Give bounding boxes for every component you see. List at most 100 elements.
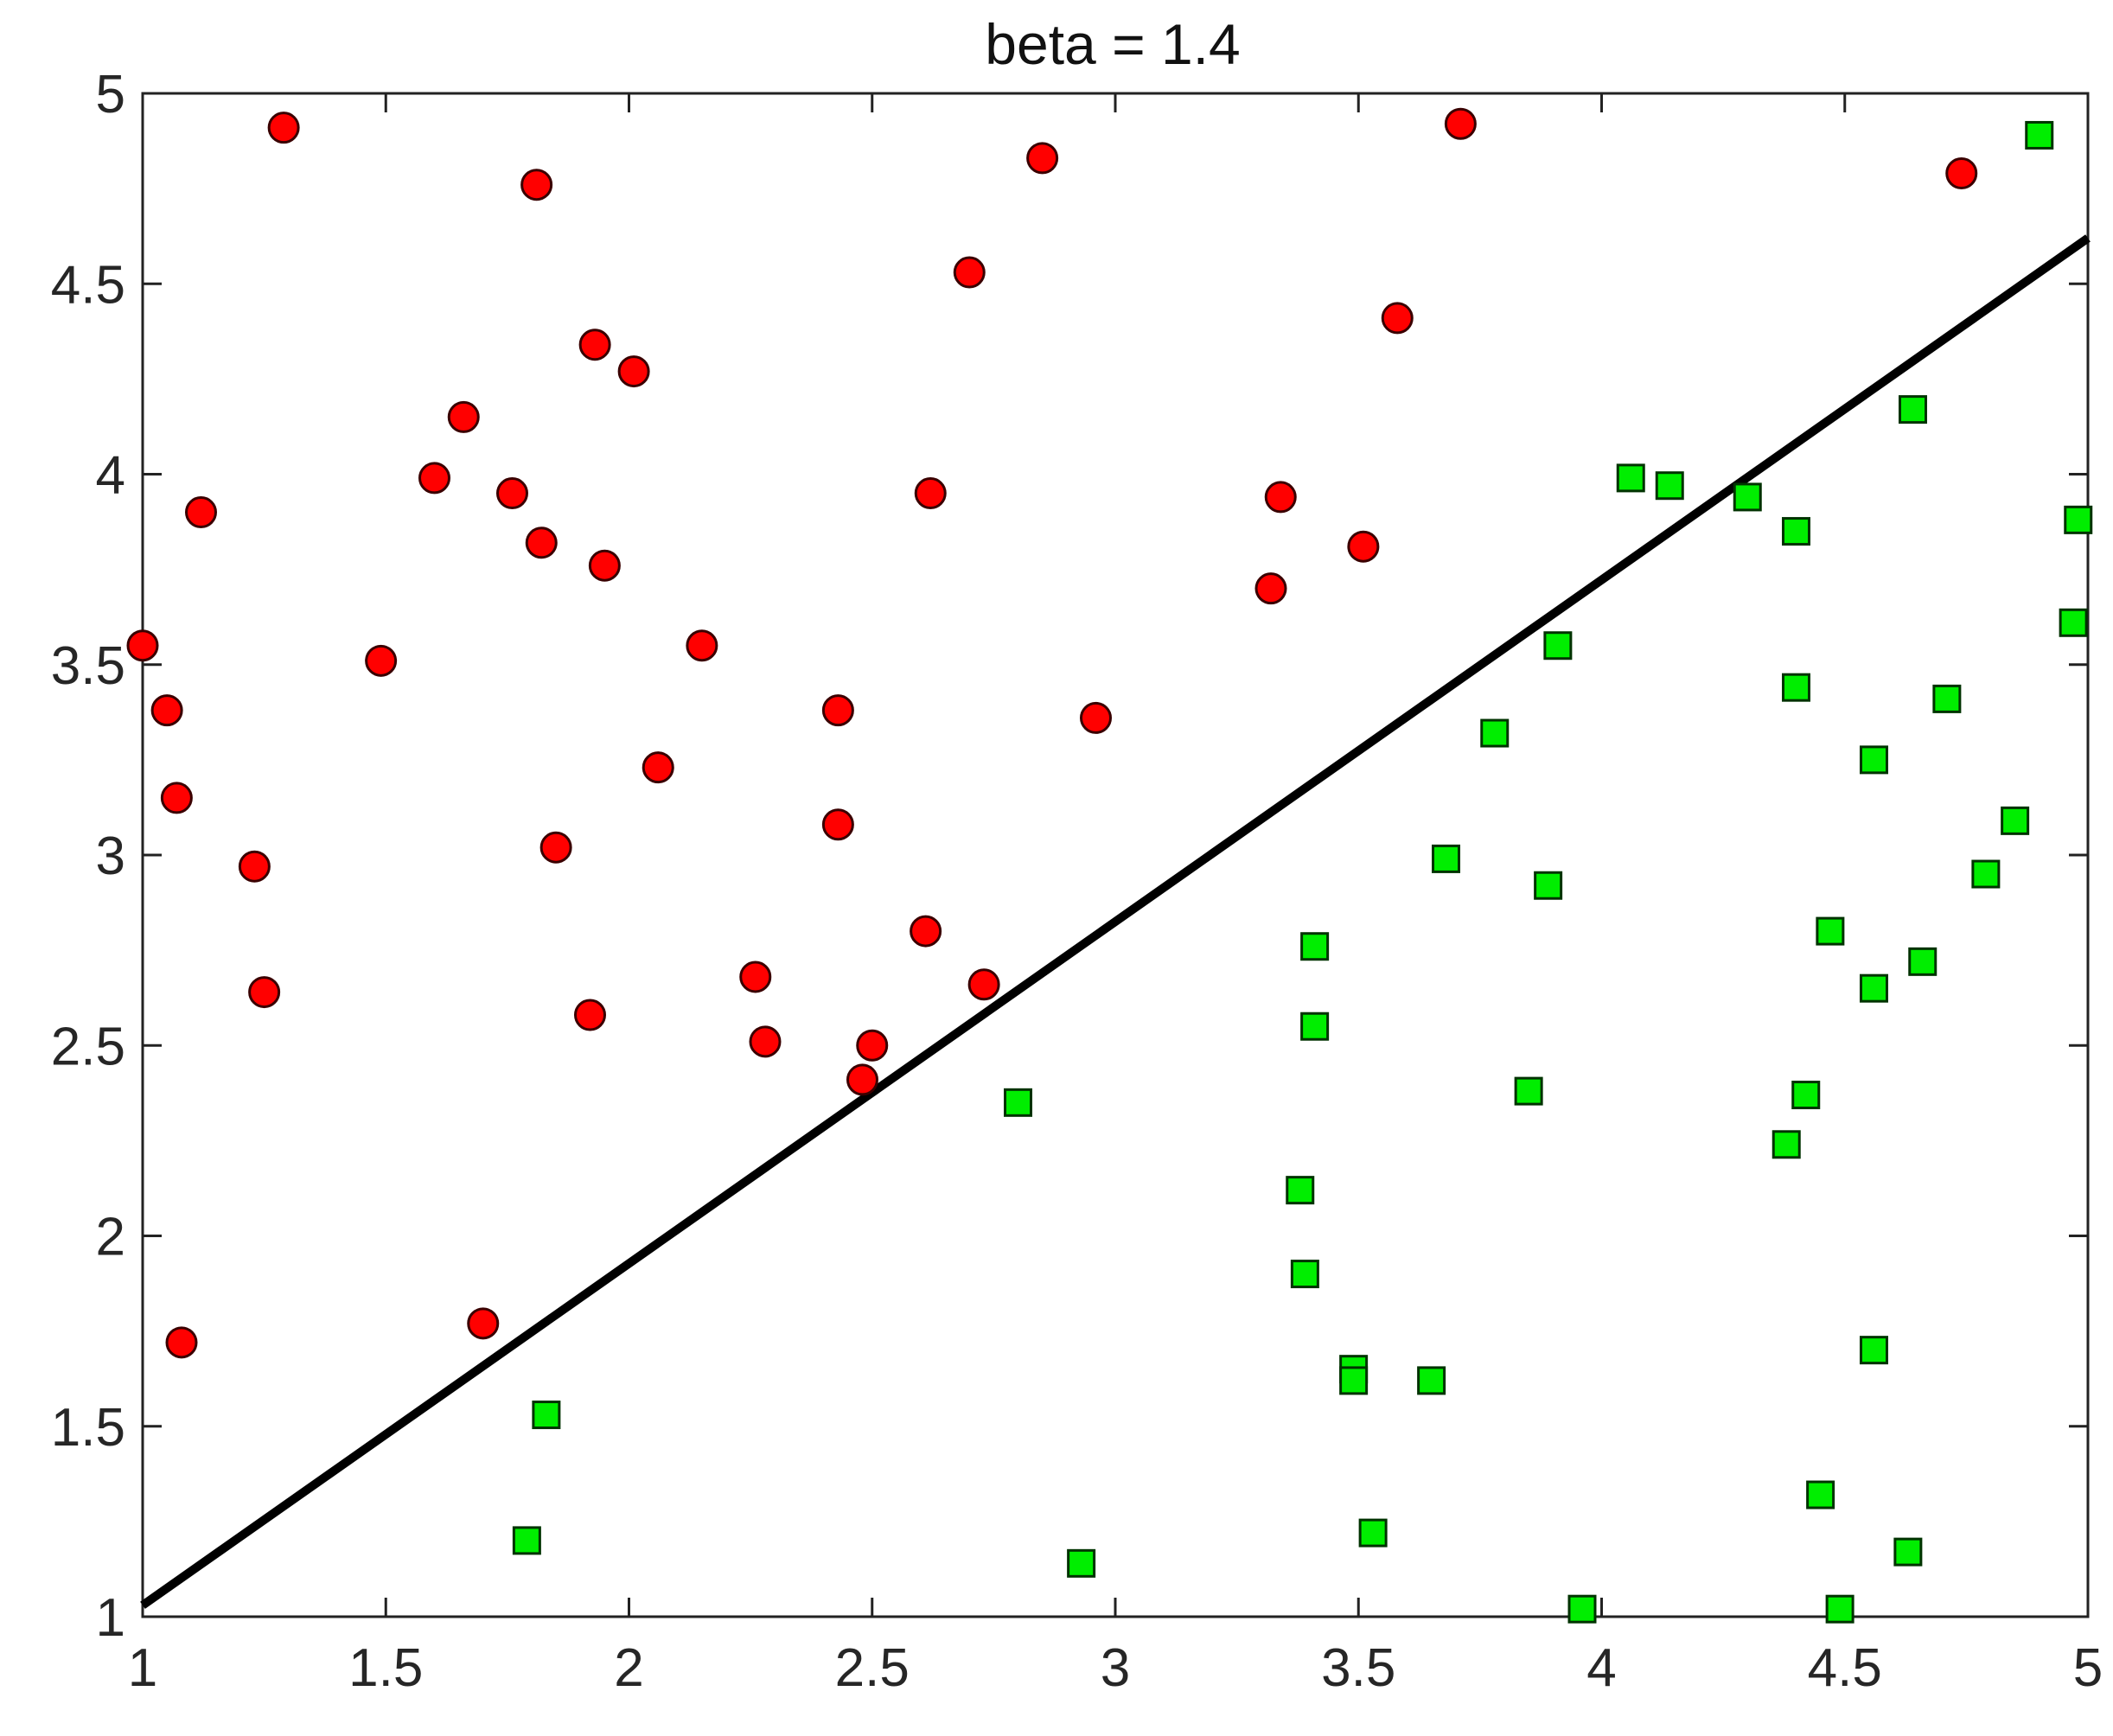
- green-square-point: [1514, 1076, 1543, 1106]
- x-tick-label: 2.5: [835, 1638, 910, 1698]
- green-square-point: [1908, 947, 1937, 976]
- green-square-point: [1971, 859, 2001, 889]
- green-square-point: [1432, 844, 1460, 873]
- red-circle-point: [578, 329, 611, 361]
- red-circle-point: [846, 1063, 878, 1096]
- red-circle-point: [686, 629, 718, 662]
- x-tick-label: 3: [1101, 1638, 1130, 1698]
- green-square-point: [1893, 1537, 1923, 1567]
- green-square-point: [1290, 1260, 1319, 1289]
- red-circle-point: [1254, 572, 1287, 605]
- red-circle-point: [617, 355, 650, 388]
- green-square-point: [1860, 973, 1888, 1003]
- green-square-point: [512, 1526, 541, 1555]
- y-tick-label: 2: [96, 1208, 125, 1267]
- decision-boundary-line: [140, 234, 2091, 1609]
- y-tick-label: 4: [96, 446, 125, 506]
- green-square-point: [1286, 1176, 1315, 1205]
- green-square-point: [2064, 505, 2093, 534]
- y-tick-label: 2.5: [51, 1017, 125, 1076]
- green-square-point: [1358, 1518, 1388, 1548]
- red-circle-point: [642, 751, 674, 784]
- green-square-point: [1004, 1088, 1032, 1117]
- x-tick-label: 1.5: [348, 1638, 423, 1698]
- y-tick-label: 3.5: [51, 636, 125, 696]
- green-square-point: [1899, 395, 1927, 424]
- red-circle-point: [1444, 107, 1477, 140]
- red-circle-point: [365, 644, 398, 677]
- green-square-point: [1816, 916, 1845, 946]
- red-circle-point: [418, 462, 450, 495]
- green-square-point: [1791, 1081, 1821, 1110]
- red-circle-point: [248, 976, 281, 1009]
- red-circle-point: [574, 999, 606, 1031]
- green-square-point: [1543, 631, 1573, 661]
- green-square-point: [1782, 673, 1810, 702]
- red-circle-point: [185, 496, 217, 529]
- red-circle-point: [953, 256, 986, 289]
- y-tick-label: 1.5: [51, 1398, 125, 1458]
- red-circle-point: [1080, 701, 1112, 734]
- green-square-point: [1782, 517, 1810, 546]
- data-points-layer: [126, 107, 2093, 1624]
- y-tick-label: 4.5: [51, 255, 125, 315]
- red-circle-point: [1381, 302, 1414, 335]
- red-circle-point: [1026, 142, 1059, 175]
- green-square-point: [1417, 1366, 1446, 1395]
- green-square-point: [1534, 871, 1563, 900]
- red-circle-point: [856, 1029, 889, 1062]
- red-circle-point: [150, 694, 183, 727]
- green-square-point: [1480, 718, 1510, 748]
- red-circle-point: [967, 968, 1000, 1001]
- red-circle-point: [160, 782, 193, 814]
- red-circle-point: [520, 169, 553, 201]
- green-square-point: [1860, 1336, 1888, 1365]
- plot-area: [141, 92, 2090, 1618]
- red-circle-point: [739, 961, 772, 993]
- red-circle-point: [467, 1307, 500, 1340]
- green-square-point: [1300, 932, 1330, 961]
- x-tick-label: 3.5: [1321, 1638, 1395, 1698]
- red-circle-point: [821, 694, 854, 727]
- red-circle-point: [1347, 530, 1380, 563]
- red-circle-point: [238, 850, 271, 883]
- red-circle-point: [267, 112, 300, 144]
- green-square-point: [1567, 1594, 1597, 1624]
- green-square-point: [1733, 482, 1762, 512]
- y-tick-label: 5: [96, 65, 125, 124]
- red-circle-point: [910, 915, 942, 948]
- chart-title: beta = 1.4: [985, 12, 1240, 76]
- red-circle-point: [1945, 157, 1978, 190]
- y-tick-label: 1: [96, 1588, 125, 1648]
- y-axis: 1 1.5 2 2.5 3 3.5 4 4.5 5: [51, 65, 2088, 1648]
- red-circle-point: [496, 477, 528, 510]
- green-square-point: [2001, 806, 2030, 835]
- green-square-point: [1771, 1130, 1801, 1159]
- x-tick-label: 4.5: [1808, 1638, 1882, 1698]
- x-tick-label: 1: [128, 1638, 157, 1698]
- green-square-point: [1339, 1366, 1369, 1395]
- red-circle-point: [539, 831, 572, 864]
- green-square-point: [1932, 684, 1962, 713]
- x-axis: 1 1.5 2 2.5 3 3.5 4 4.5 5: [128, 93, 2103, 1698]
- red-circle-point: [447, 400, 480, 433]
- green-square-point: [1825, 1594, 1854, 1624]
- green-square-point: [1616, 463, 1645, 493]
- red-circle-point: [749, 1025, 782, 1058]
- x-tick-label: 4: [1586, 1638, 1616, 1698]
- decision-boundary-layer: [140, 234, 2091, 1609]
- green-square-point: [532, 1401, 561, 1430]
- green-square-point: [1806, 1480, 1835, 1509]
- green-square-point: [2025, 120, 2054, 150]
- red-circle-point: [821, 808, 854, 841]
- red-circle-point: [588, 549, 621, 582]
- green-square-point: [2059, 608, 2088, 637]
- x-tick-label: 2: [614, 1638, 643, 1698]
- red-circle-point: [525, 527, 558, 559]
- red-circle-point: [126, 629, 159, 662]
- red-circle-point: [1264, 481, 1297, 514]
- green-square-point: [1067, 1548, 1096, 1578]
- green-square-point: [1655, 471, 1684, 501]
- red-circle-point: [914, 477, 947, 510]
- green-square-point: [1300, 1012, 1330, 1041]
